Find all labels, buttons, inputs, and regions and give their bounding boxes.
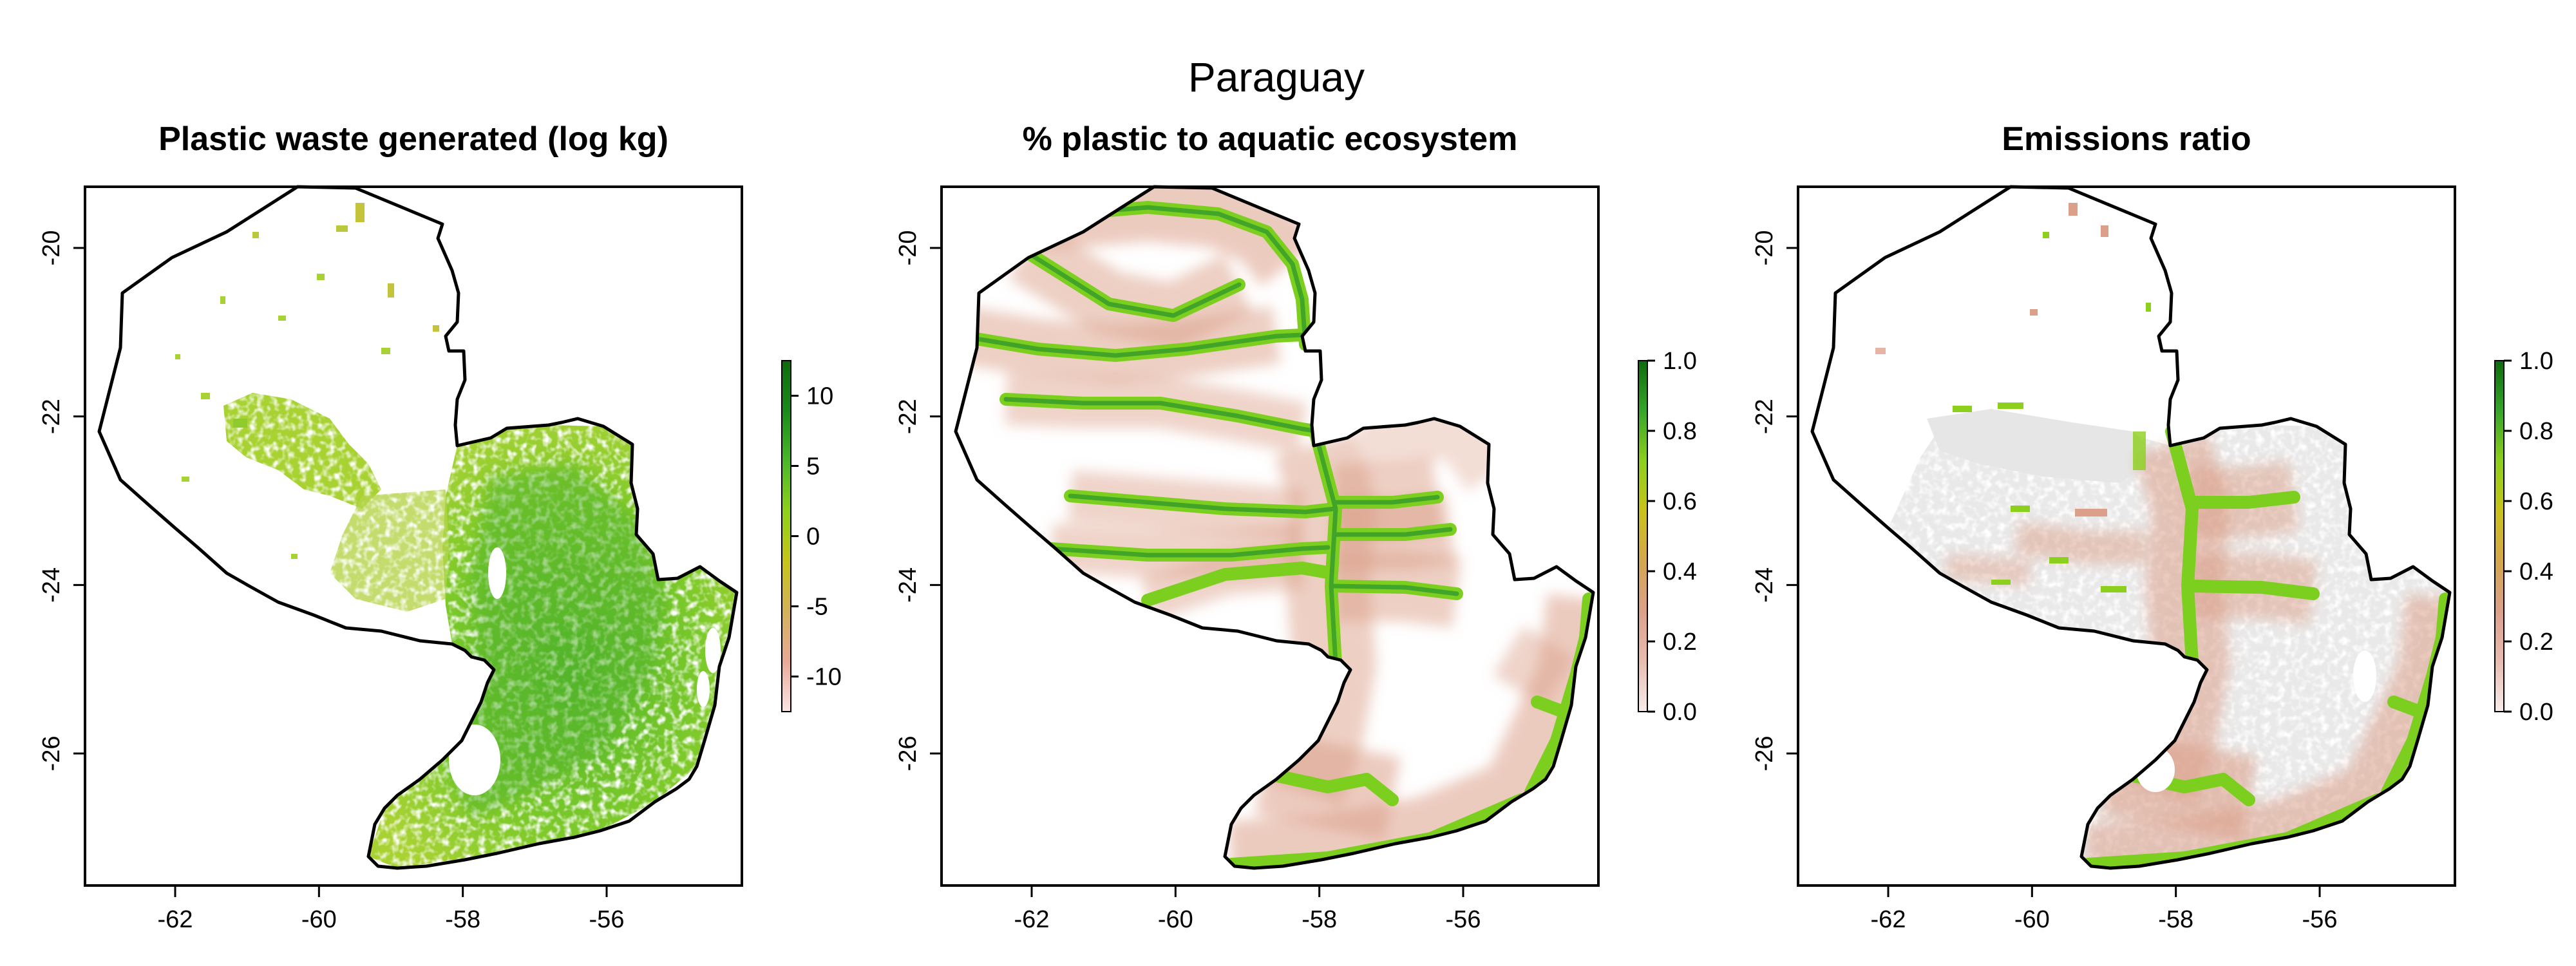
colorbar-emissions: 1.0 0.8 0.6 0.4 0.2 0.0 xyxy=(2494,348,2553,726)
x-tick-label: -56 xyxy=(2302,906,2338,933)
y-tick-label: -24 xyxy=(38,567,65,603)
panel-emissions-ratio: Emissions ratio xyxy=(1751,120,2553,933)
panel-plastic-waste: Plastic waste generated (log kg) xyxy=(38,120,842,933)
y-tick-label: -20 xyxy=(38,231,65,266)
panel-title: Emissions ratio xyxy=(2002,120,2251,158)
y-tick-label: -26 xyxy=(38,736,65,772)
x-tick-label: -60 xyxy=(2014,906,2050,933)
colorbar-aquatic: 1.0 0.8 0.6 0.4 0.2 0.0 xyxy=(1638,348,1697,726)
emissions-raster xyxy=(1875,203,2450,868)
y-axis: -20 -22 -24 -26 xyxy=(895,231,942,772)
x-tick-label: -60 xyxy=(1158,906,1193,933)
colorbar-tick-label: 0.8 xyxy=(2519,418,2553,445)
x-axis: -62 -60 -58 -56 xyxy=(1871,886,2338,933)
colorbar-tick-label: 1.0 xyxy=(2519,348,2553,375)
x-axis: -62 -60 -58 -56 xyxy=(158,886,625,933)
colorbar-tick-label: -5 xyxy=(806,594,828,621)
y-tick-label: -22 xyxy=(895,399,922,434)
colorbar-waste: 10 5 0 -5 -10 xyxy=(781,360,842,712)
colorbar-ramp xyxy=(1638,360,1648,712)
colorbar-tick-label: 0.6 xyxy=(1663,488,1697,515)
y-tick-label: -26 xyxy=(1751,736,1778,772)
y-tick-label: -22 xyxy=(1751,399,1778,434)
panel-title: Plastic waste generated (log kg) xyxy=(158,120,668,158)
x-tick-label: -58 xyxy=(2158,906,2193,933)
colorbar-tick-label: 5 xyxy=(806,453,820,480)
colorbar-tick-label: 0.8 xyxy=(1663,418,1697,445)
waste-raster xyxy=(146,203,737,868)
x-tick-label: -58 xyxy=(1302,906,1337,933)
panel-aquatic-ecosystem: % plastic to aquatic ecosystem xyxy=(895,120,1697,933)
colorbar-tick-label: 0.4 xyxy=(2519,558,2553,585)
x-tick-label: -58 xyxy=(445,906,480,933)
figure-title: Paraguay xyxy=(1188,54,1365,100)
x-tick-label: -56 xyxy=(589,906,625,933)
colorbar-tick-label: 0.6 xyxy=(2519,488,2553,515)
y-tick-label: -20 xyxy=(1751,231,1778,266)
colorbar-tick-label: 0.2 xyxy=(1663,629,1697,656)
colorbar-ramp xyxy=(781,360,791,712)
y-tick-label: -20 xyxy=(895,231,922,266)
colorbar-tick-label: 0.0 xyxy=(1663,699,1697,726)
x-tick-label: -56 xyxy=(1446,906,1481,933)
panel-title: % plastic to aquatic ecosystem xyxy=(1023,120,1518,158)
x-axis: -62 -60 -58 -56 xyxy=(1014,886,1481,933)
plot-frame xyxy=(84,185,743,887)
y-tick-label: -24 xyxy=(895,567,922,603)
colorbar-tick-label: -10 xyxy=(806,664,842,691)
plot-frame xyxy=(1797,185,2456,887)
colorbar-tick-label: 0.4 xyxy=(1663,558,1697,585)
x-tick-label: -62 xyxy=(1014,906,1050,933)
x-tick-label: -62 xyxy=(158,906,193,933)
y-tick-label: -24 xyxy=(1751,567,1778,603)
x-tick-label: -60 xyxy=(301,906,337,933)
y-axis: -20 -22 -24 -26 xyxy=(38,231,85,772)
colorbar-ramp xyxy=(2494,360,2505,712)
x-tick-label: -62 xyxy=(1871,906,1906,933)
colorbar-tick-label: 0.0 xyxy=(2519,699,2553,726)
colorbar-tick-label: 10 xyxy=(806,383,833,410)
y-tick-label: -22 xyxy=(38,399,65,434)
y-axis: -20 -22 -24 -26 xyxy=(1751,231,1798,772)
colorbar-tick-label: 1.0 xyxy=(1663,348,1697,375)
y-tick-label: -26 xyxy=(895,736,922,772)
colorbar-tick-label: 0 xyxy=(806,524,820,551)
plot-frame xyxy=(940,185,1600,887)
colorbar-tick-label: 0.2 xyxy=(2519,629,2553,656)
